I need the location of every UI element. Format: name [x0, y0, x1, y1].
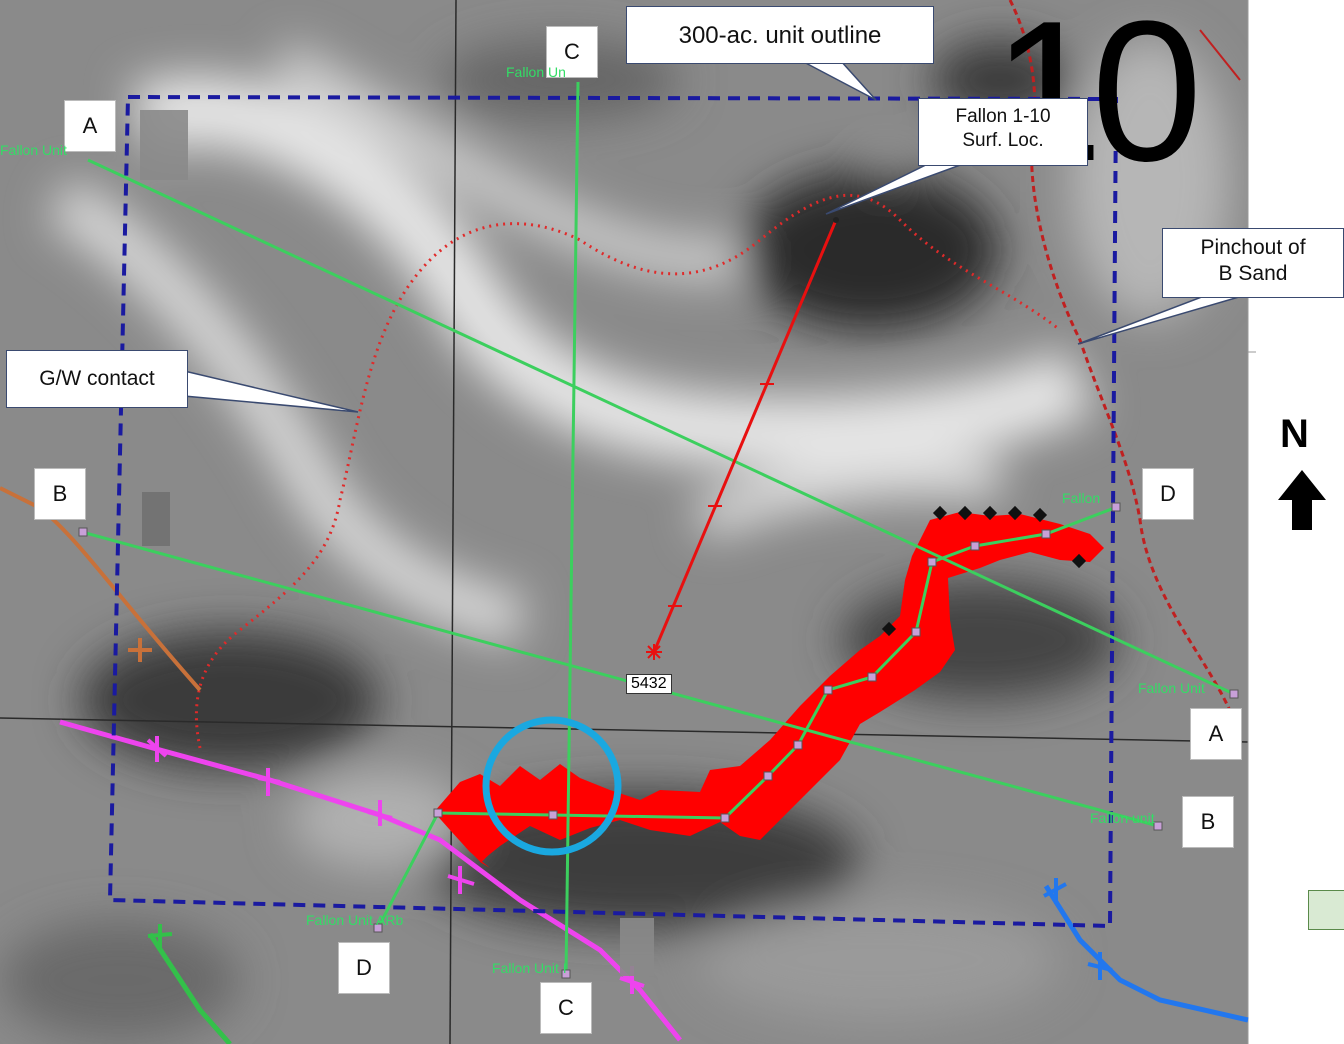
section-b-b: [81, 530, 1159, 828]
well-label-right-d: Fallon: [1062, 490, 1101, 506]
surface-location-line2: Surf. Loc.: [962, 129, 1044, 151]
north-arrow-icon: [1278, 470, 1326, 530]
section-c-c: [564, 81, 580, 975]
legend-box: [1308, 890, 1344, 930]
section-d-end-label: D: [1142, 468, 1194, 520]
well-label-bottom-c: Fallon Unit I: [492, 960, 567, 976]
pinchout-callout: Pinchout of B Sand: [1162, 228, 1344, 298]
highlight-circle-icon: [482, 716, 622, 856]
section-c-end-label: C: [540, 982, 592, 1034]
depth-annotation: 5432: [626, 674, 672, 694]
north-label: N: [1280, 412, 1309, 456]
pinchout-line: [1008, 0, 1236, 721]
fault-green: [147, 932, 232, 1044]
well-label-top-a: Fallon Unit: [0, 142, 67, 158]
section-a-start-label: A: [64, 100, 116, 152]
section-b-start-label: B: [34, 468, 86, 520]
pinchout-line2: B Sand: [1218, 262, 1288, 286]
wellbore-fallon-1-10: [652, 219, 838, 653]
well-label-top-c: Fallon Un: [506, 64, 566, 80]
gw-contact-callout: G/W contact: [6, 350, 188, 408]
gw-contact-line: [194, 193, 1061, 749]
well-label-right-b: Fallon unit: [1090, 810, 1155, 826]
section-b-end-label: B: [1182, 796, 1234, 848]
section-a-a: [87, 158, 1235, 696]
surface-location-callout: Fallon 1-10 Surf. Loc.: [918, 98, 1088, 166]
section-d-start-label: D: [338, 942, 390, 994]
gw-contact-label: G/W contact: [39, 367, 155, 390]
surface-location-line1: Fallon 1-10: [955, 106, 1051, 127]
section-a-end-label: A: [1190, 708, 1242, 760]
fault-blue: [1043, 884, 1249, 1023]
well-path-horizontal: [437, 505, 1118, 820]
unit-outline-label: 300-ac. unit outline: [678, 22, 882, 49]
unit-outline-callout: 300-ac. unit outline: [626, 6, 934, 64]
fault-magenta: [59, 719, 682, 1042]
unit-outline: [107, 94, 1119, 929]
well-label-right-a: Fallon Unit: [1138, 680, 1205, 696]
well-label-bottom-d: Fallon Unit ARb: [306, 912, 404, 928]
anomaly-red: [434, 512, 1104, 868]
pinchout-line1: Pinchout of: [1200, 236, 1306, 259]
section-c-start-label: C: [546, 26, 598, 78]
